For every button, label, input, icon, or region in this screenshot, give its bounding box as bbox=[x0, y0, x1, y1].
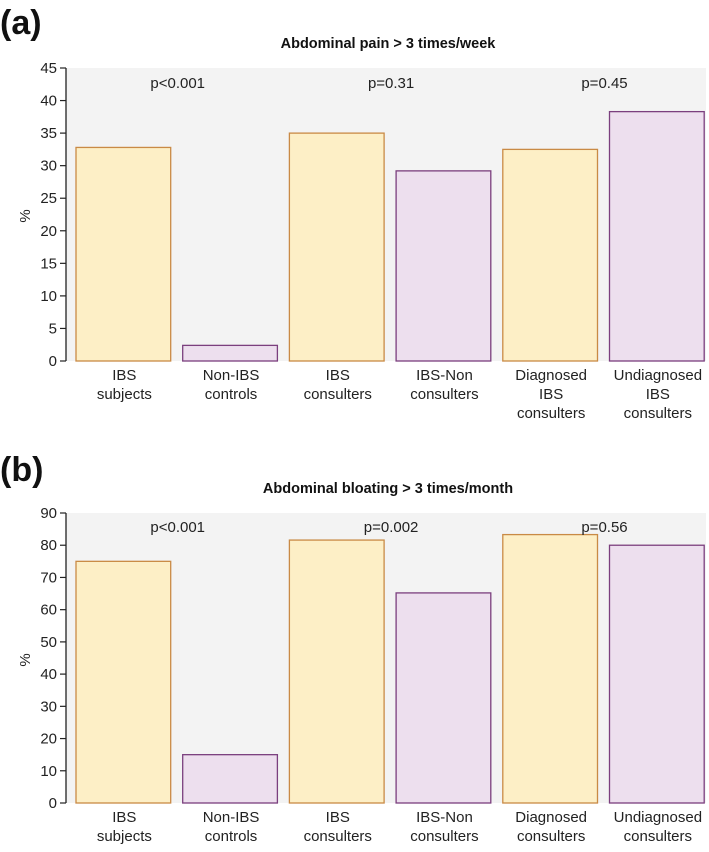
y-tick-label: 50 bbox=[40, 634, 57, 651]
category-label: consulters bbox=[304, 386, 372, 403]
y-tick-label: 80 bbox=[40, 537, 57, 554]
y-tick-label: 20 bbox=[40, 223, 57, 240]
category-label: Non-IBS bbox=[203, 367, 260, 384]
plot-background bbox=[66, 68, 706, 361]
bar bbox=[182, 344, 279, 362]
y-tick-label: 45 bbox=[40, 60, 57, 77]
category-label: consulters bbox=[517, 828, 585, 845]
category-label: IBS-Non bbox=[416, 809, 473, 826]
category-label: IBS bbox=[539, 386, 563, 403]
y-tick-label: 40 bbox=[40, 666, 57, 683]
chart-title: Abdominal bloating > 3 times/month bbox=[263, 481, 513, 497]
p-value-label: p<0.001 bbox=[150, 75, 205, 92]
category-label: Diagnosed bbox=[515, 367, 587, 384]
y-tick-label: 30 bbox=[40, 698, 57, 715]
bar bbox=[502, 533, 599, 804]
y-tick-label: 35 bbox=[40, 125, 57, 142]
y-tick-label: 90 bbox=[40, 505, 57, 522]
y-axis-label: % bbox=[17, 209, 34, 222]
p-value-label: p=0.56 bbox=[581, 519, 627, 536]
bar bbox=[75, 560, 172, 804]
y-tick-label: 20 bbox=[40, 731, 57, 748]
category-label: Undiagnosed bbox=[614, 367, 702, 384]
category-label: IBS bbox=[326, 367, 350, 384]
y-tick-label: 25 bbox=[40, 190, 57, 207]
category-label: consulters bbox=[624, 405, 692, 422]
category-label: IBS bbox=[112, 809, 136, 826]
bar bbox=[75, 146, 172, 362]
panel-letter: (b) bbox=[0, 451, 43, 489]
y-tick-label: 0 bbox=[49, 795, 57, 812]
y-tick-label: 60 bbox=[40, 602, 57, 619]
category-label: subjects bbox=[97, 828, 152, 845]
category-label: Diagnosed bbox=[515, 809, 587, 826]
category-label: consulters bbox=[410, 386, 478, 403]
p-value-label: p=0.002 bbox=[364, 519, 419, 536]
category-label: consulters bbox=[624, 828, 692, 845]
y-tick-label: 0 bbox=[49, 353, 57, 370]
chart-title: Abdominal pain > 3 times/week bbox=[281, 36, 497, 52]
bar bbox=[395, 592, 492, 804]
p-value-label: p<0.001 bbox=[150, 519, 205, 536]
category-label: controls bbox=[205, 386, 258, 403]
bar bbox=[608, 110, 705, 362]
panel-letter: (a) bbox=[0, 4, 42, 42]
bar bbox=[182, 754, 279, 804]
category-label: Non-IBS bbox=[203, 809, 260, 826]
category-label: IBS bbox=[326, 809, 350, 826]
bar bbox=[288, 539, 385, 804]
category-label: consulters bbox=[304, 828, 372, 845]
p-value-label: p=0.45 bbox=[581, 75, 627, 92]
category-label: controls bbox=[205, 828, 258, 845]
y-tick-label: 70 bbox=[40, 569, 57, 586]
y-tick-label: 10 bbox=[40, 763, 57, 780]
bar bbox=[502, 148, 599, 362]
category-label: IBS bbox=[112, 367, 136, 384]
category-label: IBS-Non bbox=[416, 367, 473, 384]
p-value-label: p=0.31 bbox=[368, 75, 414, 92]
bar bbox=[395, 170, 492, 362]
plot-background bbox=[66, 513, 706, 803]
y-tick-label: 30 bbox=[40, 158, 57, 175]
y-tick-label: 15 bbox=[40, 255, 57, 272]
category-label: consulters bbox=[410, 828, 478, 845]
category-label: Undiagnosed bbox=[614, 809, 702, 826]
category-label: consulters bbox=[517, 405, 585, 422]
category-label: IBS bbox=[646, 386, 670, 403]
chart-panel-1: (b) Abdominal bloating > 3 times/month 0 10… bbox=[0, 451, 706, 845]
y-tick-label: 10 bbox=[40, 288, 57, 305]
y-axis-label: % bbox=[17, 653, 34, 666]
y-tick-label: 40 bbox=[40, 93, 57, 110]
bar bbox=[608, 544, 705, 804]
bar bbox=[288, 132, 385, 362]
chart-panel-0: (a) Abdominal pain > 3 times/week 0 5 10 15 20… bbox=[0, 4, 706, 422]
y-tick-label: 5 bbox=[49, 320, 57, 337]
category-label: subjects bbox=[97, 386, 152, 403]
